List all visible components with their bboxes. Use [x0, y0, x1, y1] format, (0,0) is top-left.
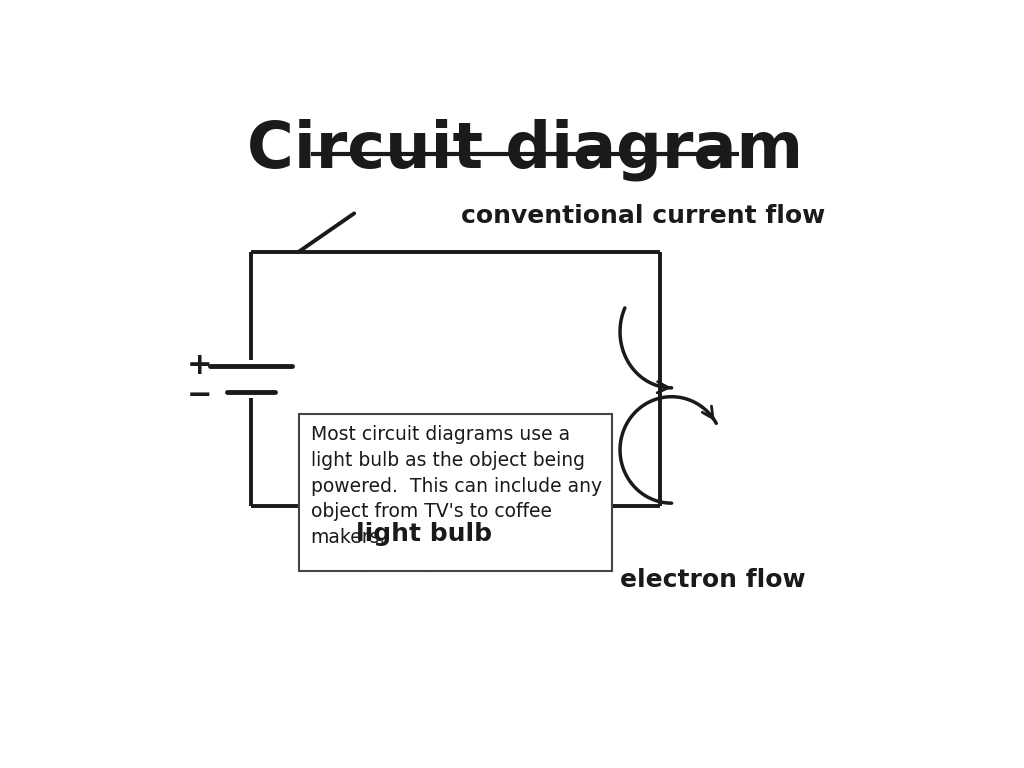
Text: Most circuit diagrams use a
light bulb as the object being
powered.  This can in: Most circuit diagrams use a light bulb a… [310, 425, 602, 547]
Circle shape [377, 478, 459, 540]
Text: electron flow: electron flow [620, 568, 806, 592]
Text: +: + [186, 351, 212, 380]
Bar [346, 453, 501, 556]
Text: conventional current flow: conventional current flow [461, 204, 825, 228]
Bar [299, 415, 612, 571]
Text: Circuit diagram: Circuit diagram [247, 119, 803, 181]
Text: −: − [186, 381, 212, 410]
Text: light bulb: light bulb [355, 521, 492, 546]
